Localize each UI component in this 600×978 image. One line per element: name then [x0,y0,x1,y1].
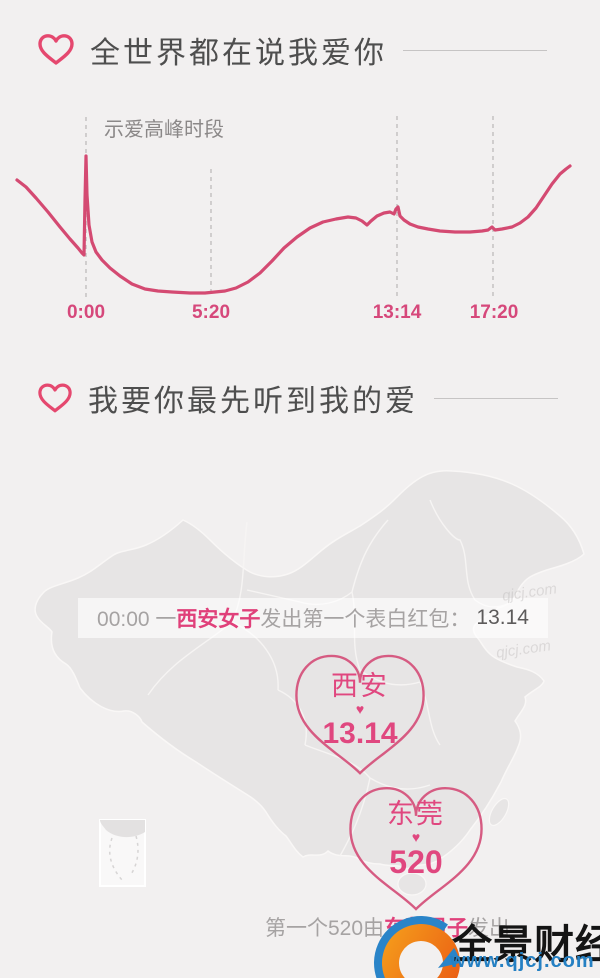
watermark-brand: 全景财经 [452,923,600,967]
heart-outline-icon [38,34,74,65]
city-name: 西安 [331,671,389,701]
caption-time: 00:00 一 [97,608,177,631]
caption-value: 13.14 [476,606,529,629]
heart-outline-icon [38,382,72,412]
caption-rest: 发出第一个表白红包： [260,608,471,631]
mini-heart-icon: ♥ [355,701,365,718]
city-name: 东莞 [387,799,445,829]
section1-title: 全世界都在说我爱你 [90,37,387,70]
section1-divider [403,49,547,51]
caption-highlight: 西安女子 [176,608,261,631]
watermark-url: www.qjcj.com [450,950,595,972]
chart-line-series [15,154,572,295]
xian-heart-outline [286,646,434,776]
section2-title: 我要你最先听到我的爱 [88,385,418,418]
dongguan-heart-outline [335,778,497,912]
taiwan-island [488,797,510,827]
quanjing-logo-icon [374,916,460,978]
svg-text:17:20: 17:20 [470,302,519,323]
chart-gridlines [85,116,494,298]
footer-prefix: 第一个520由 [265,917,385,940]
city-value: 520 [389,844,443,881]
section2-header: 我要你最先听到我的爱 [38,376,566,420]
chart-annotation: 示爱高峰时段 [104,118,224,141]
xian-callout: 西安 ♥ 13.14 [286,672,434,750]
map-caption: 00:00 一西安女子 发出第一个表白红包： 13.14 [78,598,548,638]
section1-header: 全世界都在说我爱你 [38,28,555,72]
love-peak-line-chart: 示爱高峰时段 0:00 5:20 13:14 17:20 [15,116,572,323]
city-value: 13.14 [322,717,398,751]
svg-text:13:14: 13:14 [373,302,422,323]
china-outline [34,470,585,870]
section2-divider [434,397,558,399]
hainan-island [397,872,427,896]
chart-x-tick-labels: 0:00 5:20 13:14 17:20 [67,302,518,323]
mini-heart-icon: ♥ [411,829,421,846]
dongguan-callout: 东莞 ♥ 520 [335,800,497,880]
footer-suffix: 发出 [468,917,511,940]
svg-text:0:00: 0:00 [67,302,105,323]
south-china-sea-inset [99,819,146,887]
svg-text:5:20: 5:20 [192,302,230,323]
